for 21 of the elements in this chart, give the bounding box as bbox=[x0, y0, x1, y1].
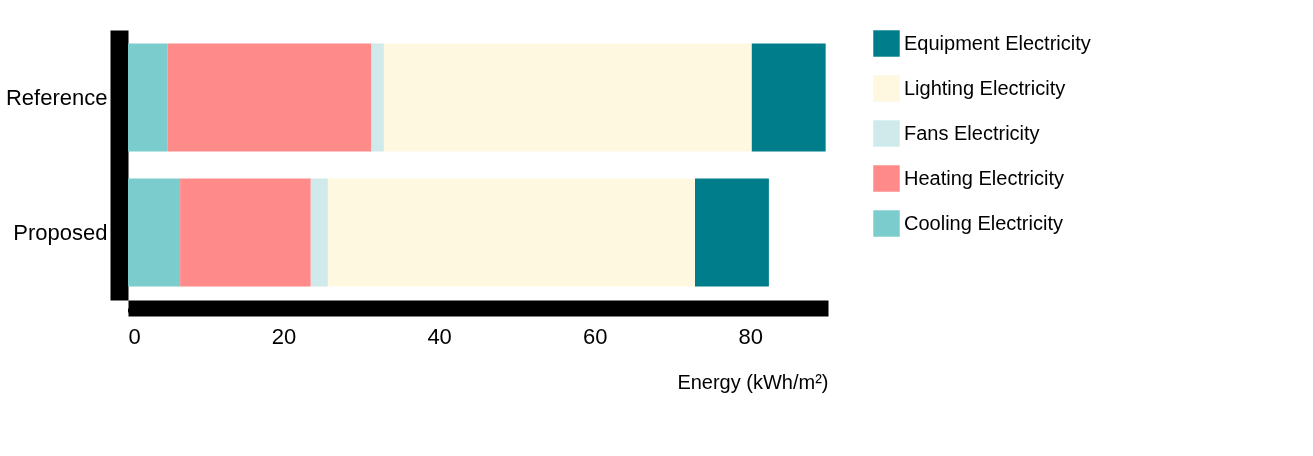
bar bbox=[180, 178, 311, 287]
legend-label: Heating Electricity bbox=[904, 166, 1065, 189]
bar bbox=[695, 178, 769, 287]
x-tick-label: 60 bbox=[582, 323, 608, 349]
y-tick-label: Reference bbox=[5, 84, 108, 110]
bar bbox=[751, 43, 826, 152]
legend-label: Lighting Electricity bbox=[904, 76, 1066, 99]
x-tick-label: 40 bbox=[427, 323, 452, 349]
legend-label: Equipment Electricity bbox=[904, 31, 1091, 54]
x-axis-title: Energy (kWh/m²) bbox=[677, 370, 829, 393]
bar bbox=[371, 43, 384, 152]
y-tick-label: Proposed bbox=[13, 219, 108, 245]
legend-label: Cooling Electricity bbox=[904, 211, 1063, 234]
bar bbox=[167, 43, 372, 152]
legend-label: Fans Electricity bbox=[904, 121, 1040, 144]
bar bbox=[383, 43, 752, 152]
bar bbox=[310, 178, 328, 287]
x-tick-label: 0 bbox=[128, 323, 141, 349]
bar bbox=[327, 178, 695, 287]
x-tick-label: 80 bbox=[738, 323, 763, 349]
x-tick-label: 20 bbox=[271, 323, 297, 349]
